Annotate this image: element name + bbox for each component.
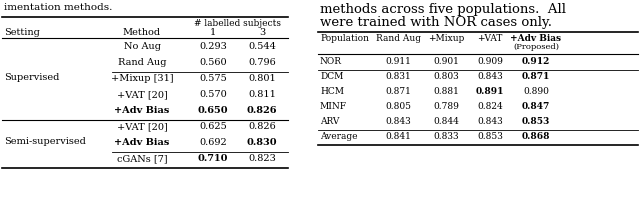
Text: +Adv Bias: +Adv Bias: [115, 106, 170, 115]
Text: 0.831: 0.831: [385, 72, 411, 81]
Text: 0.803: 0.803: [433, 72, 459, 81]
Text: 0.823: 0.823: [248, 154, 276, 163]
Text: +VAT [20]: +VAT [20]: [116, 122, 168, 131]
Text: were trained with NOR cases only.: were trained with NOR cases only.: [320, 16, 552, 29]
Text: +VAT: +VAT: [477, 34, 502, 43]
Text: +Mixup [31]: +Mixup [31]: [111, 74, 173, 83]
Text: MINF: MINF: [320, 102, 347, 111]
Text: 0.847: 0.847: [522, 102, 550, 111]
Text: 0.570: 0.570: [199, 90, 227, 99]
Text: 0.650: 0.650: [198, 106, 228, 115]
Text: 0.853: 0.853: [522, 117, 550, 126]
Text: 0.911: 0.911: [385, 57, 411, 66]
Text: 0.625: 0.625: [199, 122, 227, 131]
Text: 0.575: 0.575: [199, 74, 227, 83]
Text: Rand Aug: Rand Aug: [376, 34, 420, 43]
Text: (Proposed): (Proposed): [513, 43, 559, 51]
Text: 0.909: 0.909: [477, 57, 503, 66]
Text: NOR: NOR: [320, 57, 342, 66]
Text: Semi-supervised: Semi-supervised: [4, 138, 86, 146]
Text: +Adv Bias: +Adv Bias: [115, 138, 170, 147]
Text: 0.891: 0.891: [476, 87, 504, 96]
Text: 0.843: 0.843: [477, 72, 503, 81]
Text: Average: Average: [320, 132, 358, 141]
Text: ARV: ARV: [320, 117, 339, 126]
Text: Setting: Setting: [4, 28, 40, 37]
Text: methods across five populations.  All: methods across five populations. All: [320, 3, 566, 16]
Text: 0.912: 0.912: [522, 57, 550, 66]
Text: cGANs [7]: cGANs [7]: [116, 154, 167, 163]
Text: 0.789: 0.789: [433, 102, 459, 111]
Text: 0.843: 0.843: [385, 117, 411, 126]
Text: 0.881: 0.881: [433, 87, 459, 96]
Text: 3: 3: [259, 28, 265, 37]
Text: 0.710: 0.710: [198, 154, 228, 163]
Text: 0.293: 0.293: [199, 42, 227, 51]
Text: Rand Aug: Rand Aug: [118, 58, 166, 67]
Text: No Aug: No Aug: [124, 42, 161, 51]
Text: 0.871: 0.871: [522, 72, 550, 81]
Text: 0.833: 0.833: [433, 132, 459, 141]
Text: +Adv Bias: +Adv Bias: [511, 34, 561, 43]
Text: imentation methods.: imentation methods.: [4, 3, 113, 12]
Text: 0.811: 0.811: [248, 90, 276, 99]
Text: +Mixup: +Mixup: [428, 34, 464, 43]
Text: Method: Method: [123, 28, 161, 37]
Text: 0.544: 0.544: [248, 42, 276, 51]
Text: Population: Population: [320, 34, 369, 43]
Text: 0.868: 0.868: [522, 132, 550, 141]
Text: 1: 1: [210, 28, 216, 37]
Text: 0.901: 0.901: [433, 57, 459, 66]
Text: # labelled subjects: # labelled subjects: [194, 19, 281, 28]
Text: 0.805: 0.805: [385, 102, 411, 111]
Text: Supervised: Supervised: [4, 73, 60, 82]
Text: 0.890: 0.890: [523, 87, 549, 96]
Text: 0.844: 0.844: [433, 117, 459, 126]
Text: HCM: HCM: [320, 87, 344, 96]
Text: 0.796: 0.796: [248, 58, 276, 67]
Text: +VAT [20]: +VAT [20]: [116, 90, 168, 99]
Text: 0.560: 0.560: [199, 58, 227, 67]
Text: 0.853: 0.853: [477, 132, 503, 141]
Text: 0.692: 0.692: [199, 138, 227, 147]
Text: 0.871: 0.871: [385, 87, 411, 96]
Text: DCM: DCM: [320, 72, 344, 81]
Text: 0.841: 0.841: [385, 132, 411, 141]
Text: 0.824: 0.824: [477, 102, 503, 111]
Text: 0.830: 0.830: [246, 138, 277, 147]
Text: 0.826: 0.826: [247, 106, 277, 115]
Text: 0.801: 0.801: [248, 74, 276, 83]
Text: 0.826: 0.826: [248, 122, 276, 131]
Text: 0.843: 0.843: [477, 117, 503, 126]
